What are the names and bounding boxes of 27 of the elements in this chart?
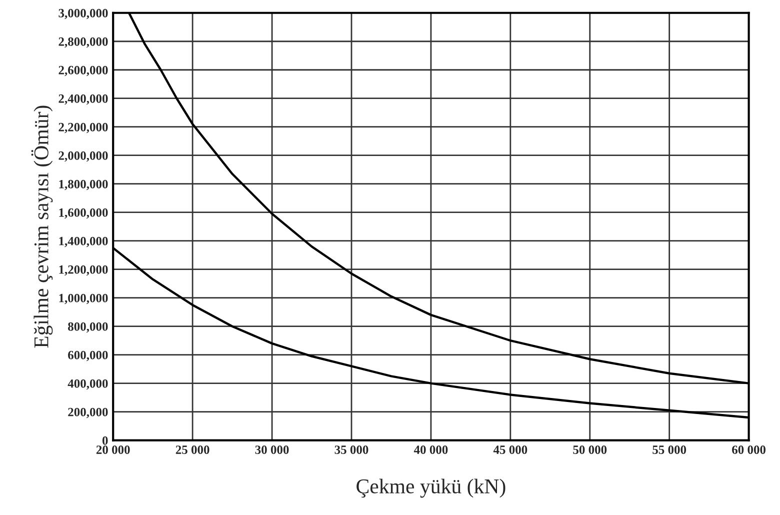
- y-tick-label: 2,000,000: [58, 151, 108, 162]
- y-axis-title: Eğilme çevrim sayısı (Ömür): [31, 106, 53, 348]
- y-tick-label: 1,400,000: [59, 236, 108, 248]
- x-tick-label: 30 000: [255, 446, 289, 454]
- x-tick-label: 25 000: [176, 446, 210, 454]
- y-tick-label: 2,600,000: [58, 66, 108, 76]
- y-tick-label: 1,800,000: [59, 180, 108, 190]
- y-tick-label: 1,200,000: [59, 265, 108, 276]
- y-tick-label: 200,000: [68, 408, 108, 418]
- x-tick-label: 35 000: [334, 446, 368, 454]
- y-tick-label: 2,800,000: [58, 37, 108, 48]
- y-tick-label: 1,600,000: [59, 208, 108, 219]
- y-tick-label: 800,000: [68, 322, 108, 333]
- y-tick-label: 400,000: [68, 379, 108, 390]
- x-tick-label: 45 000: [493, 446, 528, 454]
- y-tick-label: 3,000,000: [58, 8, 108, 20]
- x-tick-label: 40 000: [414, 446, 448, 454]
- y-tick-label: 2,200,000: [58, 122, 108, 134]
- y-tick-label: 1,000,000: [59, 294, 108, 304]
- y-tick-label: 0: [102, 436, 108, 445]
- x-tick-label: 55 000: [652, 446, 686, 454]
- x-tick-label: 60 000: [732, 446, 766, 454]
- y-tick-label: 600,000: [68, 350, 108, 362]
- y-tick-label: 2,400,000: [58, 94, 108, 105]
- x-tick-label: 50 000: [573, 446, 607, 454]
- x-tick-label: 20 000: [96, 446, 130, 454]
- x-axis-title: Çekme yükü (kN): [356, 478, 506, 498]
